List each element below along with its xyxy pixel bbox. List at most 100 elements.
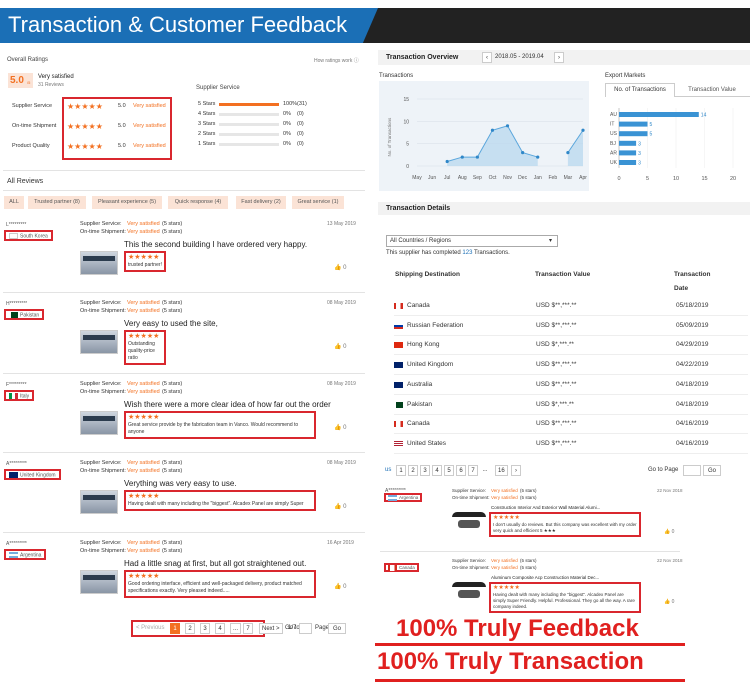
page-number-button[interactable]: 2 (185, 623, 195, 634)
series-area (447, 125, 538, 166)
reviewer-name: L********* (6, 222, 27, 228)
supplier-service-value: Very satisfied (127, 381, 160, 387)
data-point[interactable] (581, 128, 585, 132)
bar[interactable] (619, 121, 648, 127)
page-number-button[interactable]: 7 (243, 623, 253, 634)
like-button[interactable]: 👍 0 (334, 264, 346, 271)
tab-no-of-transactions[interactable]: No. of Transactions (605, 83, 675, 97)
range-next-button[interactable]: › (554, 52, 564, 63)
like-button[interactable]: 👍 0 (664, 599, 674, 605)
data-point[interactable] (505, 124, 510, 128)
flag-icon (388, 565, 397, 571)
goto-label: Go to (285, 625, 300, 631)
carport-roof (83, 256, 115, 261)
product-thumbnail[interactable] (80, 251, 118, 275)
like-button[interactable]: 👍 0 (334, 503, 346, 510)
page-number-button[interactable]: 2 (408, 465, 418, 476)
like-button[interactable]: 👍 0 (334, 424, 346, 431)
thumbs-up-icon: 👍 (334, 425, 344, 431)
country-name: United Kingdom (20, 472, 56, 479)
supplier-service-value: Very satisfied (127, 460, 160, 466)
shipment-label: On-time Shipment: (452, 495, 490, 500)
star-rating-icon: ★★★★★ (128, 333, 160, 340)
page-number-button[interactable]: 1 (396, 465, 406, 476)
prev-page-button[interactable]: us (383, 465, 394, 476)
flag-icon (394, 401, 403, 408)
region-select[interactable]: All Countries / Regions ▾ (386, 235, 558, 247)
shipment-stars: (5 stars) (162, 548, 183, 554)
review-tag[interactable]: Pleasant experience (5) (92, 196, 162, 209)
country-name: South Korea (20, 233, 48, 240)
data-point[interactable] (566, 151, 570, 155)
value-cell: USD $**,***.** (536, 380, 577, 388)
value-cell: USD $**,***.** (536, 302, 577, 309)
data-point[interactable] (475, 155, 479, 159)
product-thumbnail[interactable] (80, 330, 118, 354)
bar[interactable] (619, 112, 699, 117)
supplier-service-stars: (5 stars) (520, 488, 537, 493)
data-point[interactable] (521, 151, 525, 155)
range-prev-button[interactable]: ‹ (482, 52, 492, 63)
score-badge: 5.0 /5 (8, 73, 33, 88)
bar[interactable] (619, 160, 637, 165)
go-button[interactable]: Go (703, 465, 721, 476)
page-number-button[interactable]: 4 (432, 465, 442, 476)
next-page-button[interactable]: › (511, 465, 521, 476)
page-number-button[interactable]: 3 (200, 623, 210, 634)
chart-background (379, 81, 589, 191)
review-comment-box: ★★★★★ I don't usually do reviews. But thi… (489, 512, 641, 537)
data-point[interactable] (490, 128, 495, 132)
destination-cell: Canada (407, 420, 430, 428)
supplier-service-value: Very satisfied (127, 300, 160, 306)
flag-icon (388, 495, 397, 501)
like-button[interactable]: 👍 0 (334, 343, 346, 350)
how-ratings-work-link[interactable]: How ratings work ⓘ (314, 58, 359, 64)
thumbs-up-icon: 👍 (664, 599, 672, 605)
x-tick-label: Sep (473, 175, 482, 181)
product-title[interactable]: Aluminum Composite Acp Construction Mate… (491, 575, 600, 580)
bar[interactable] (619, 150, 637, 156)
page-number-button[interactable]: 1 (170, 623, 180, 634)
prev-page-button[interactable]: < Previous (134, 623, 167, 634)
review-comment-box: ★★★★★ Good ordering interface, efficient … (124, 570, 316, 598)
goto-page-input[interactable] (683, 465, 701, 476)
shipment-stars: (5 stars) (162, 468, 183, 474)
breakdown-bar (219, 133, 279, 136)
like-count: 0 (343, 584, 347, 590)
page-number-button[interactable]: ... (480, 465, 490, 476)
page-number-button[interactable]: 3 (420, 465, 430, 476)
product-title[interactable]: Construction Interior And Exterior Wall … (491, 505, 601, 510)
review-tag[interactable]: Fast delivery (2) (236, 196, 286, 209)
page-number-button[interactable]: 6 (456, 465, 466, 476)
product-thumbnail[interactable] (80, 490, 118, 514)
page-number-button[interactable]: 7 (468, 465, 478, 476)
shipment-value: Very satisfied (491, 495, 518, 500)
bar[interactable] (619, 131, 648, 137)
review-tag[interactable]: Great service (1) (292, 196, 344, 209)
page-number-button[interactable]: 5 (444, 465, 454, 476)
data-point[interactable] (445, 159, 449, 164)
table-row: United States USD $**,***.** 04/16/2019 (394, 434, 748, 454)
destination-cell: United States (407, 439, 447, 447)
tab-transaction-value[interactable]: Transaction Value (688, 87, 736, 93)
bar[interactable] (619, 140, 637, 146)
export-markets-label: Export Markets (605, 73, 646, 79)
next-page-button[interactable]: Next > (259, 623, 283, 634)
go-button[interactable]: Go (328, 623, 346, 634)
data-point[interactable] (536, 155, 540, 159)
table-row: Russian Federation USD $**,***.** 05/09/20… (394, 316, 748, 336)
review-headline: Verything was very easy to use. (124, 479, 237, 488)
review-tag[interactable]: Trusted partner (8) (28, 196, 86, 209)
review-tag[interactable]: Quick response (4) (168, 196, 228, 209)
review-tag[interactable]: ALL (4, 196, 24, 209)
page-number-button[interactable]: 16 (495, 465, 508, 476)
product-thumbnail[interactable] (80, 411, 118, 435)
like-button[interactable]: 👍 0 (334, 583, 346, 590)
like-button[interactable]: 👍 0 (664, 529, 674, 535)
x-tick-label: Feb (549, 175, 558, 181)
data-point[interactable] (460, 155, 464, 159)
goto-page-input[interactable] (299, 623, 312, 634)
page-number-button[interactable]: 4 (215, 623, 225, 634)
product-thumbnail[interactable] (80, 570, 118, 594)
page-number-button[interactable]: ... (230, 623, 242, 634)
